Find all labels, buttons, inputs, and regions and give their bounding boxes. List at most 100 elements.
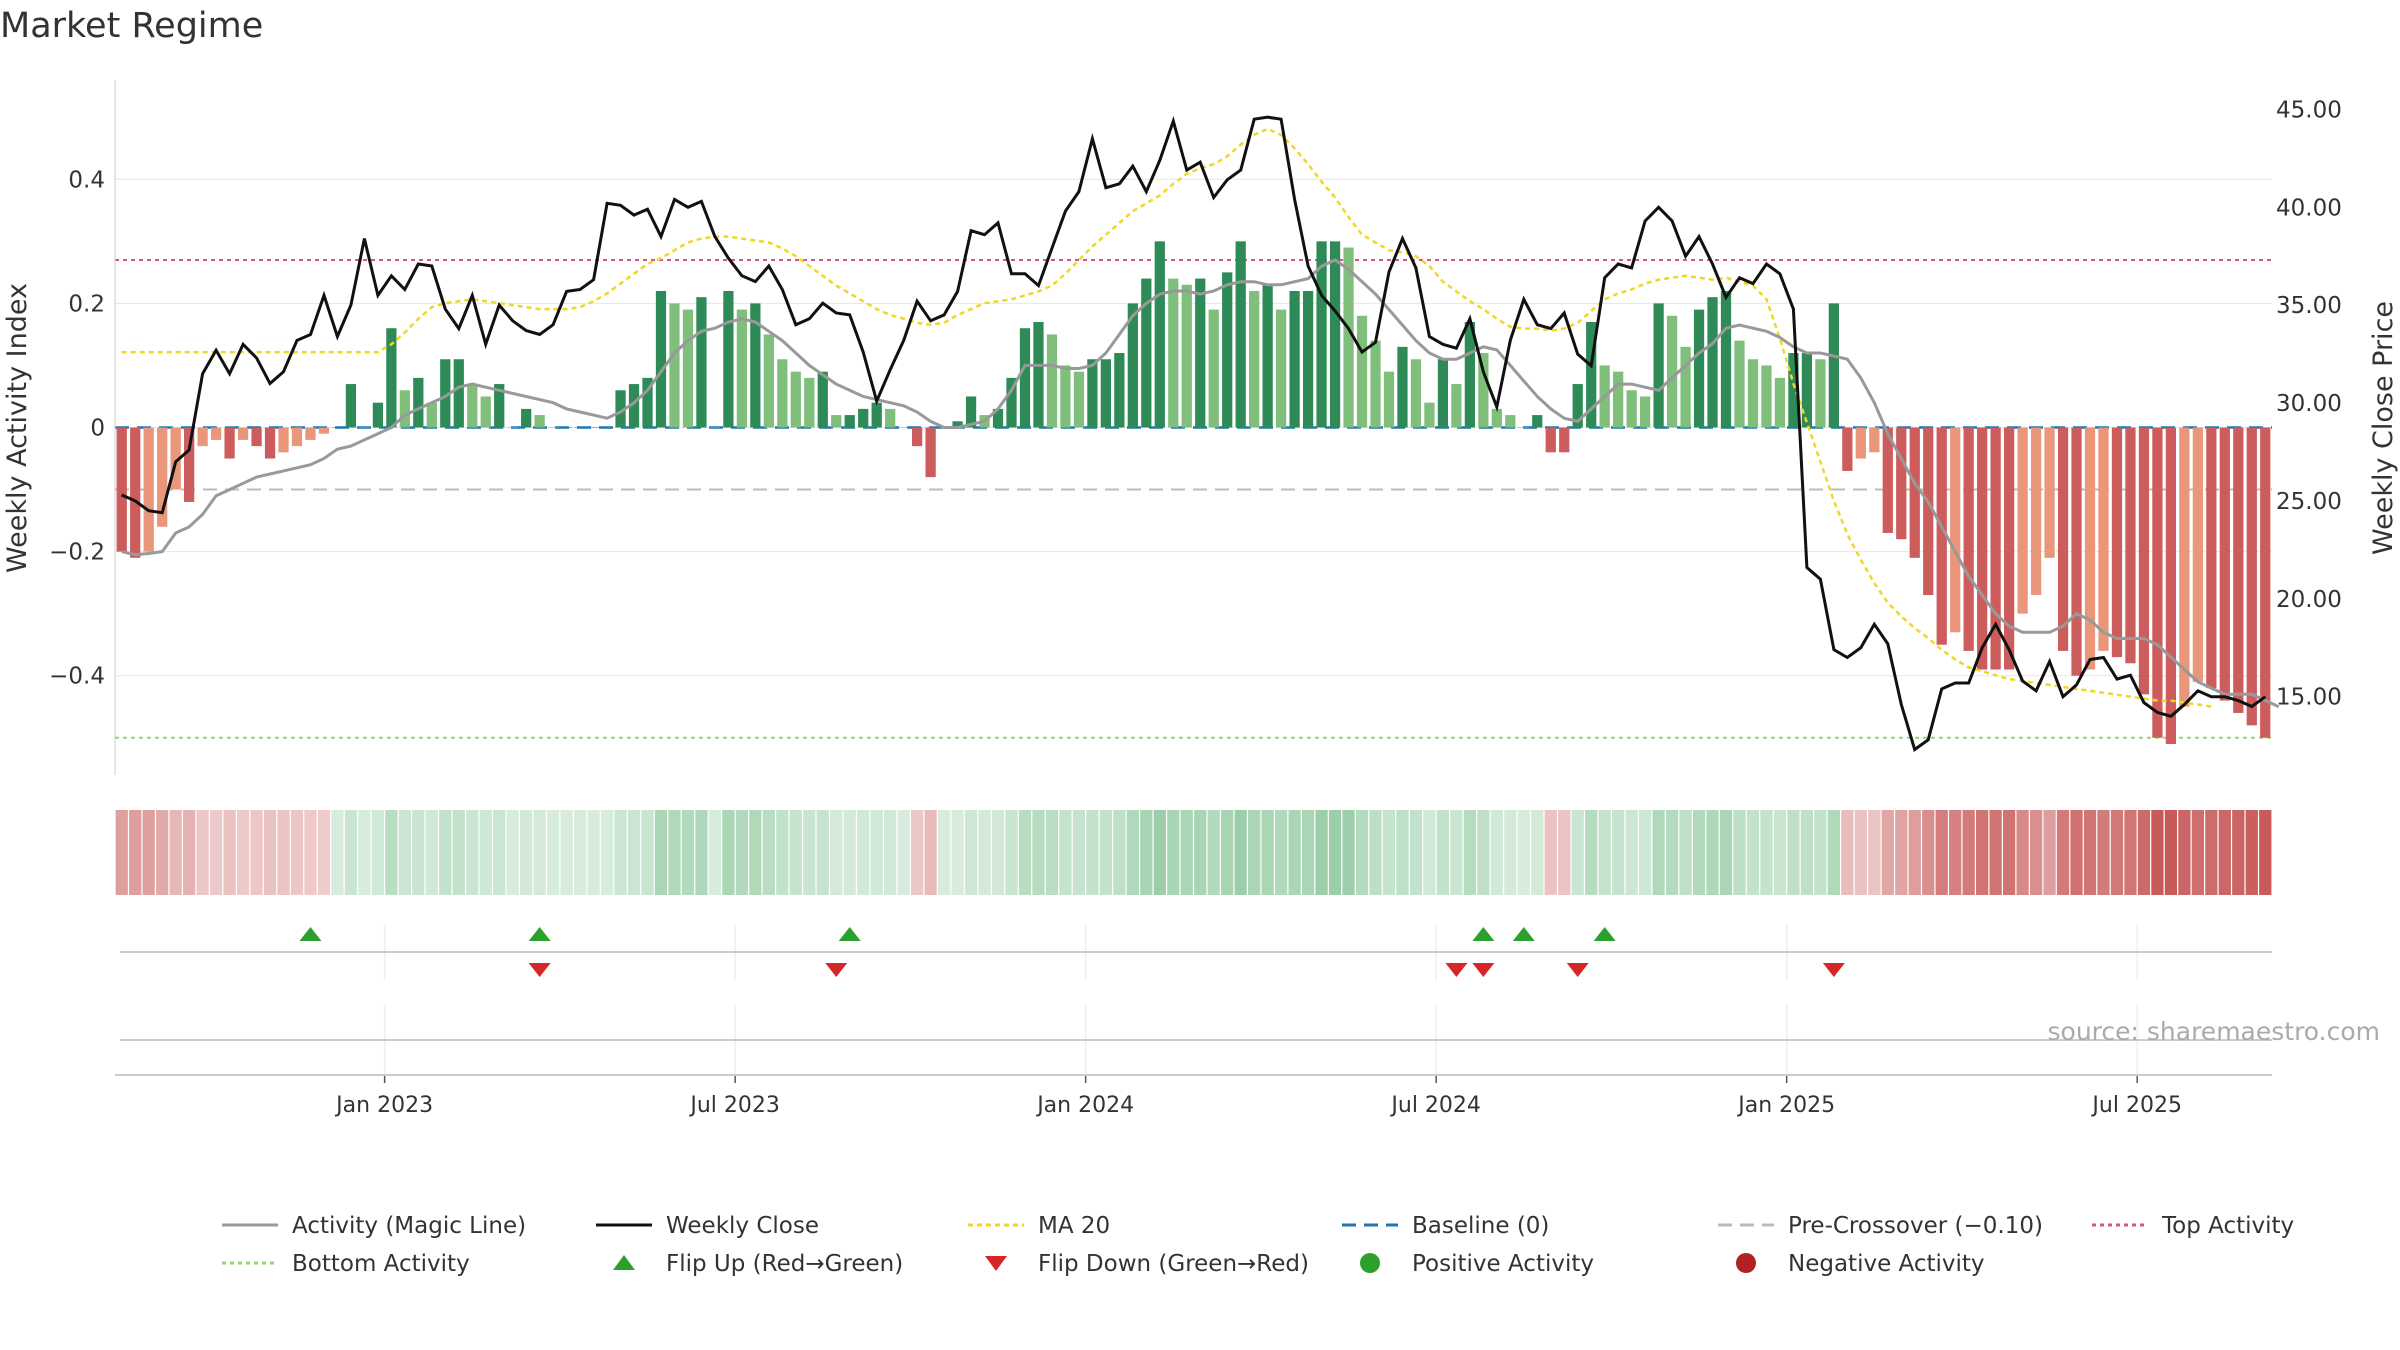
regime-cell (1814, 810, 1827, 895)
regime-cell (506, 810, 519, 895)
regime-cell (1221, 810, 1234, 895)
activity-bar (1639, 396, 1651, 428)
regime-cell (1504, 810, 1517, 895)
regime-cell (1194, 810, 1207, 895)
activity-bar (1222, 272, 1233, 428)
regime-cell (1612, 810, 1625, 895)
activity-bar (210, 427, 222, 440)
activity-bar (1761, 365, 1772, 428)
activity-bar (871, 402, 882, 428)
regime-cell (1652, 810, 1665, 895)
activity-bar (2017, 427, 2028, 614)
regime-cell (1679, 810, 1692, 895)
activity-bar (1168, 278, 1179, 428)
legend-item: Baseline (0) (1342, 1213, 1549, 1239)
activity-bar (2233, 427, 2244, 713)
regime-cell (573, 810, 587, 895)
regime-cell (1922, 810, 1935, 895)
activity-bar (1181, 284, 1192, 428)
flip-up-marker (838, 927, 861, 941)
regime-cell (560, 810, 573, 895)
regime-cell (304, 810, 317, 895)
activity-bar (480, 396, 491, 428)
regime-cell (1167, 810, 1180, 895)
activity-bar (1896, 427, 1907, 540)
activity-bar (1747, 359, 1759, 428)
regime-cell (1976, 810, 1989, 895)
activity-bar (1410, 359, 1422, 428)
x-tick-label: Jul 2025 (2090, 1093, 2182, 1118)
activity-bar (1478, 353, 1489, 428)
bottom-panel: Jan 2023 Jul 2023 Jan 2024 Jul 2024 Jan 2025… (115, 1005, 2272, 1118)
regime-cell (991, 810, 1005, 895)
activity-bar (1343, 247, 1354, 428)
activity-bar (1073, 371, 1085, 428)
regime-cell (1072, 810, 1086, 895)
regime-cell (142, 810, 155, 895)
regime-cell (897, 810, 910, 895)
regime-cell (789, 810, 802, 895)
regime-cell (1423, 810, 1436, 895)
regime-cell (493, 810, 506, 895)
activity-bar (1707, 297, 1718, 428)
activity-bar (1087, 359, 1098, 428)
regime-cell (196, 810, 209, 895)
regime-cell (317, 810, 331, 895)
activity-bar (2003, 427, 2015, 670)
activity-bar (2246, 427, 2257, 726)
regime-cell (641, 810, 654, 895)
regime-cell (1032, 810, 1045, 895)
regime-cell (129, 810, 142, 895)
activity-bar (777, 359, 788, 428)
regime-cell (1086, 810, 1099, 895)
regime-cell (2056, 810, 2070, 895)
regime-cell (1544, 810, 1557, 895)
legend-item: Top Activity (2092, 1213, 2294, 1239)
legend-label: Weekly Close (666, 1213, 819, 1239)
activity-bar (1235, 241, 1246, 428)
legend-item: MA 20 (968, 1213, 1110, 1239)
regime-cell (1787, 810, 1800, 895)
activity-bar (696, 297, 707, 428)
activity-bar (1208, 309, 1219, 428)
activity-bar (1100, 359, 1111, 428)
right-tick-label: 35.00 (2276, 293, 2342, 319)
activity-bar (2111, 427, 2123, 658)
regime-cell (1868, 810, 1881, 895)
activity-bars (116, 241, 2271, 744)
flip-down-marker (1472, 963, 1495, 977)
x-tick-label: Jan 2025 (1736, 1093, 1835, 1118)
regime-cell (1234, 810, 1247, 895)
regime-cell (520, 810, 533, 895)
regime-cell (2191, 810, 2204, 895)
legend-swatch-dot (1360, 1253, 1380, 1273)
activity-bar (251, 427, 262, 447)
regime-cell (1773, 810, 1787, 895)
legend-swatch-dot (1736, 1253, 1756, 1273)
activity-bar (1154, 241, 1165, 428)
activity-bar (1828, 303, 1839, 428)
activity-bar (1734, 340, 1745, 428)
regime-cell (843, 810, 856, 895)
regime-cell (1841, 810, 1854, 895)
regime-cell (1342, 810, 1355, 895)
regime-cell (1153, 810, 1166, 895)
activity-bar (844, 415, 855, 428)
regime-cell (156, 810, 169, 895)
regime-cell (2232, 810, 2245, 895)
regime-cell (1719, 810, 1733, 895)
legend-label: Flip Down (Green→Red) (1038, 1251, 1309, 1277)
flip-up-marker (528, 927, 551, 941)
activity-bar (1397, 346, 1408, 428)
legend-item: Weekly Close (596, 1213, 819, 1239)
regime-cell (708, 810, 722, 895)
regime-cell (1665, 810, 1679, 895)
regime-cell (398, 810, 411, 895)
activity-bar (642, 377, 653, 428)
activity-bar (332, 427, 343, 428)
flip-markers-panel (120, 925, 2272, 980)
activity-bar (1114, 353, 1125, 428)
activity-bar (1329, 241, 1341, 428)
regime-cell (870, 810, 883, 895)
activity-bar (750, 303, 761, 428)
